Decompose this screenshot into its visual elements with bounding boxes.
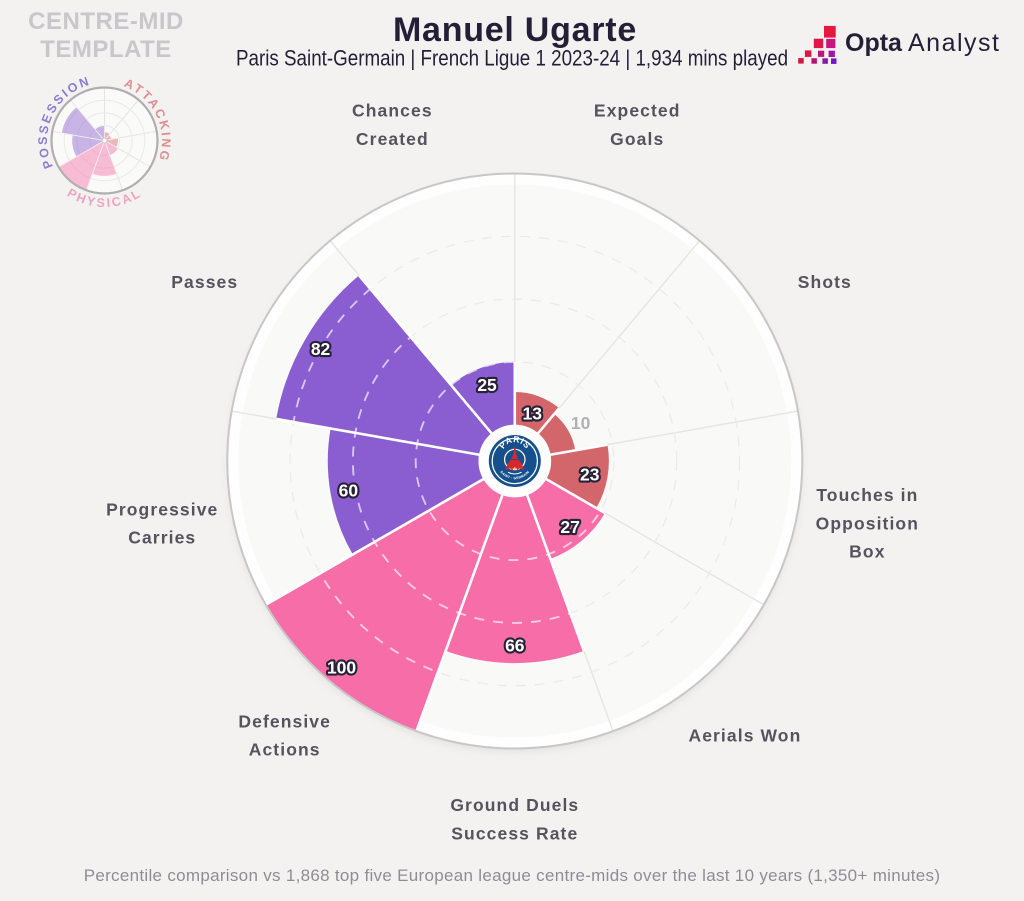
svg-text:Opta: Opta: [845, 29, 903, 57]
svg-text:Passes: Passes: [171, 272, 238, 292]
svg-text:Ground Duels: Ground Duels: [450, 795, 579, 815]
svg-text:Percentile comparison vs 1,868: Percentile comparison vs 1,868 top five …: [84, 866, 941, 885]
svg-text:23: 23: [580, 464, 600, 484]
svg-text:Goals: Goals: [610, 129, 664, 149]
svg-text:Success Rate: Success Rate: [451, 823, 578, 843]
svg-text:Manuel Ugarte: Manuel Ugarte: [393, 11, 637, 49]
svg-text:Progressive: Progressive: [106, 499, 218, 519]
svg-text:Paris Saint-Germain | French L: Paris Saint-Germain | French Ligue 1 202…: [236, 46, 788, 71]
svg-text:27: 27: [560, 517, 579, 537]
svg-text:TEMPLATE: TEMPLATE: [40, 36, 172, 63]
svg-text:66: 66: [505, 635, 525, 655]
svg-text:Expected: Expected: [594, 101, 681, 121]
svg-text:60: 60: [339, 481, 359, 501]
svg-text:Shots: Shots: [798, 272, 852, 292]
svg-text:Chances: Chances: [352, 101, 433, 121]
svg-text:Created: Created: [356, 129, 429, 149]
svg-text:82: 82: [311, 339, 331, 359]
svg-text:13: 13: [522, 403, 542, 423]
svg-text:CENTRE-MID: CENTRE-MID: [28, 8, 184, 35]
svg-text:Analyst: Analyst: [908, 29, 1000, 57]
svg-text:25: 25: [477, 375, 497, 395]
svg-text:Defensive: Defensive: [238, 711, 331, 731]
svg-text:PARIS: PARIS: [497, 434, 533, 451]
svg-text:Touches in: Touches in: [816, 485, 918, 505]
svg-text:Carries: Carries: [128, 527, 196, 547]
svg-text:10: 10: [571, 413, 591, 433]
svg-text:Opposition: Opposition: [816, 513, 919, 533]
svg-text:Actions: Actions: [249, 740, 321, 760]
svg-text:Aerials Won: Aerials Won: [688, 725, 801, 745]
svg-text:Box: Box: [849, 542, 885, 562]
svg-text:100: 100: [327, 658, 356, 678]
